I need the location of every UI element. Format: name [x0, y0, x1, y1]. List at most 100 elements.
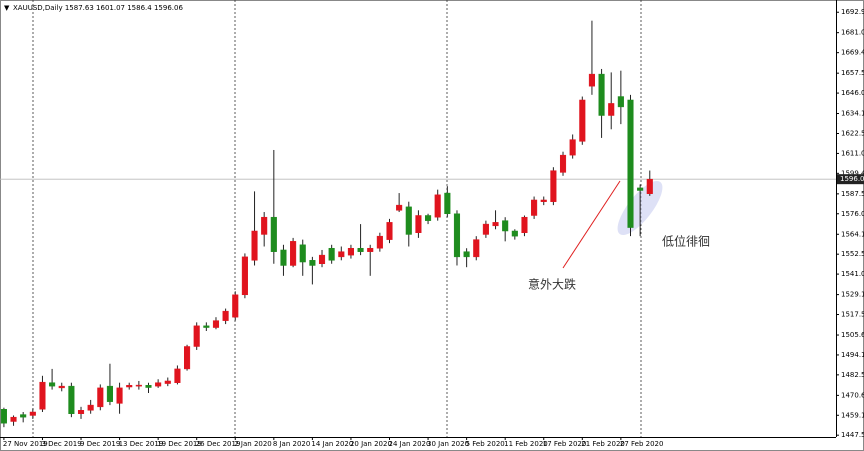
candle-body	[376, 235, 383, 249]
candle-body	[502, 220, 509, 232]
candle-body	[309, 260, 316, 266]
candle-body	[318, 254, 326, 265]
x-tick-label: 14 Jan 2020	[311, 440, 353, 448]
x-tick-label: 13 Dec 2019	[119, 440, 164, 448]
y-tick-label: 1564.10	[841, 230, 864, 238]
candle-body	[328, 247, 335, 261]
candle-body	[608, 103, 615, 116]
candle-body	[559, 154, 567, 173]
y-tick-label: 1646.00	[841, 89, 864, 97]
candle-body	[49, 382, 56, 387]
annotation: 意外大跌	[528, 277, 576, 292]
candle-body	[550, 170, 557, 202]
candle-body	[425, 215, 432, 221]
candle-body	[511, 230, 518, 237]
candle-body	[482, 223, 489, 235]
candle-body	[598, 73, 605, 116]
candle-body	[232, 294, 239, 318]
candle-body	[579, 99, 586, 142]
price-label-box	[837, 174, 864, 185]
candle-body	[222, 310, 229, 321]
x-tick-label: 8 Jan 2020	[273, 440, 311, 448]
y-tick-label: 1459.10	[841, 411, 864, 419]
candle-body	[540, 199, 547, 202]
candle-body	[290, 241, 297, 266]
candle-body	[106, 385, 113, 402]
candle-body	[241, 256, 248, 296]
candle-body	[58, 385, 65, 389]
candle-body	[261, 216, 268, 235]
candle-body	[646, 178, 653, 194]
candle-body	[0, 408, 7, 424]
x-tick-label: 26 Dec 2019	[196, 440, 241, 448]
candle-body	[135, 384, 142, 387]
y-tick-label: 1669.45	[841, 49, 864, 57]
x-tick-label: 24 Jan 2020	[389, 440, 431, 448]
low-value: 1586.4	[127, 4, 152, 12]
candle-body	[463, 251, 470, 258]
candle-body	[251, 230, 258, 261]
candle-body	[338, 251, 345, 258]
y-tick-label: 1529.10	[841, 291, 864, 299]
candle-body	[193, 325, 200, 347]
x-tick-label: 11 Feb 2020	[504, 440, 548, 448]
y-tick-label: 1599.45	[841, 169, 864, 177]
candle-body	[569, 139, 576, 156]
y-tick-label: 1622.55	[841, 130, 864, 138]
candle-body	[347, 247, 354, 256]
x-tick-label: 30 Jan 2020	[427, 440, 469, 448]
x-tick-label: 27 Nov 2019	[3, 440, 48, 448]
candle-body	[627, 99, 634, 228]
candle-body	[637, 187, 644, 191]
candle-body	[29, 411, 36, 416]
candle-body	[492, 222, 499, 227]
candle-body	[280, 249, 287, 266]
y-tick-label: 1505.65	[841, 331, 864, 339]
annotation: 低位徘徊	[662, 234, 710, 249]
y-tick-label: 1541.00	[841, 270, 864, 278]
candle-body	[386, 222, 393, 240]
candle-body	[39, 381, 46, 410]
candle-body	[20, 414, 27, 418]
y-tick-label: 1517.55	[841, 311, 864, 319]
y-tick-label: 1482.55	[841, 371, 864, 379]
candle-body	[145, 385, 152, 388]
candle-body	[10, 416, 17, 422]
candle-body	[588, 73, 595, 87]
header: XAUUSD,Daily 1587.63 1601.07 1586.4 1596…	[13, 4, 183, 12]
period-separators	[32, 0, 642, 437]
candle-body	[77, 410, 85, 414]
y-tick-label: 1692.90	[841, 8, 864, 16]
candle-body	[473, 239, 480, 258]
candle-body	[155, 382, 162, 387]
x-tick-label: 17 Feb 2020	[543, 440, 587, 448]
candle-body	[299, 244, 306, 263]
candle-body	[367, 247, 374, 252]
candle-body	[453, 213, 461, 258]
candle-body	[68, 385, 75, 414]
candle-body	[357, 247, 364, 252]
high-value: 1601.07	[96, 4, 125, 12]
candle-body	[531, 199, 538, 216]
candle-body	[396, 204, 403, 211]
candle-body	[617, 96, 624, 108]
candle-body	[126, 385, 133, 388]
y-tick-label: 1447.55	[841, 431, 864, 439]
candle-body	[174, 368, 181, 383]
candle-body	[116, 387, 123, 404]
x-tick-label: 5 Feb 2020	[466, 440, 505, 448]
candle-body	[444, 192, 451, 215]
candle-body	[521, 216, 528, 233]
x-tick-label: 9 Dec 2019	[80, 440, 120, 448]
annotation-arrow	[562, 180, 621, 269]
close-value: 1596.06	[154, 4, 183, 12]
candle-body	[434, 194, 441, 218]
price-label: 1596.06	[840, 175, 864, 183]
x-tick-label: 20 Jan 2020	[350, 440, 392, 448]
candle-body	[415, 215, 422, 233]
x-tick-label: 27 Feb 2020	[620, 440, 664, 448]
y-tick-label: 1587.55	[841, 190, 864, 198]
y-tick-label: 1552.55	[841, 250, 864, 258]
